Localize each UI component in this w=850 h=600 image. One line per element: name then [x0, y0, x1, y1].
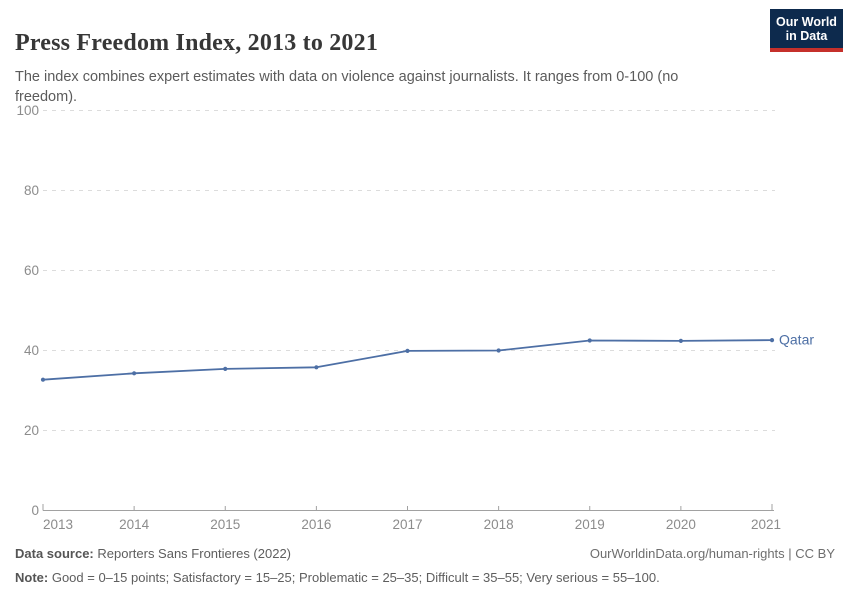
data-point-2017[interactable]	[405, 348, 410, 353]
owid-link[interactable]: OurWorldinData.org/human-rights | CC BY	[589, 546, 835, 561]
data-point-2014[interactable]	[132, 371, 137, 376]
note-text: Good = 0–15 points; Satisfactory = 15–25…	[48, 570, 660, 585]
x-tick-label: 2014	[119, 517, 150, 532]
x-tick-label: 2021	[751, 517, 781, 532]
owid-logo-line2: in Data	[785, 28, 828, 43]
data-point-2019[interactable]	[587, 338, 592, 343]
data-point-2018[interactable]	[496, 348, 501, 353]
data-source-text: Reporters Sans Frontieres (2022)	[93, 546, 292, 561]
x-tick-label: 2016	[301, 517, 331, 532]
data-point-2020[interactable]	[678, 338, 683, 343]
data-point-2013[interactable]	[40, 377, 46, 382]
x-tick-label: 2015	[210, 517, 240, 532]
x-tick-label: 2018	[484, 517, 514, 532]
data-point-2021[interactable]	[769, 338, 775, 343]
y-tick-label: 100	[16, 103, 39, 118]
owid-logo-line1: Our World	[776, 14, 837, 29]
x-tick-label: 2020	[666, 517, 696, 532]
page-title: Press Freedom Index, 2013 to 2021	[15, 30, 379, 57]
y-tick-label: 80	[24, 183, 39, 198]
chart-subtitle: The index combines expert estimates with…	[15, 68, 679, 105]
data-point-2016[interactable]	[314, 365, 319, 370]
data-source-label: Data source:	[15, 546, 94, 561]
data-point-2015[interactable]	[223, 366, 228, 371]
x-tick-label: 2019	[575, 517, 605, 532]
data-source-line: Data source: Reporters Sans Frontieres (…	[15, 546, 291, 561]
note-label: Note:	[15, 570, 49, 585]
y-tick-label: 60	[24, 263, 39, 278]
y-tick-label: 0	[31, 503, 39, 518]
x-tick-label: 2013	[43, 517, 73, 532]
x-tick-label: 2017	[392, 517, 422, 532]
y-tick-label: 40	[24, 343, 39, 358]
note-line: Note: Good = 0–15 points; Satisfactory =…	[15, 570, 835, 585]
owid-logo[interactable]: Our World in Data	[770, 9, 843, 52]
series-line[interactable]	[42, 339, 773, 381]
y-tick-label: 20	[24, 423, 39, 438]
chart-footer: Data source: Reporters Sans Frontieres (…	[15, 546, 835, 585]
series-end-label[interactable]: Qatar	[779, 332, 814, 348]
